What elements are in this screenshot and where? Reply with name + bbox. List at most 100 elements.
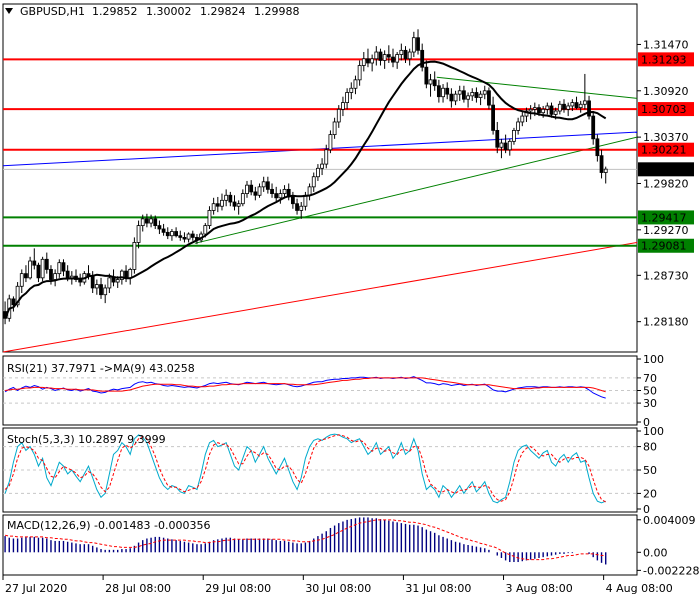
candle-body [65,270,70,279]
price-candle [587,95,591,120]
candle-body [453,93,458,102]
rsi-series-line [5,377,606,393]
price-candle [295,198,299,215]
price-candle [299,202,304,219]
candle-body [257,186,262,196]
stoch-title: Stoch(5,3,3) 10.2897 9.3999 [7,433,166,446]
price-candle [316,164,320,181]
time-axis-tick-label: 29 Jul 08:00 [205,582,271,595]
candle-body [278,193,283,199]
price-candle [395,52,400,69]
candle-body [403,49,408,60]
candle-body [224,194,229,201]
candle-body [499,142,504,148]
price-candle [332,117,337,139]
candle-body [457,90,462,95]
candle-body [115,279,120,283]
price-candle [370,54,375,72]
candle-body [295,203,299,211]
trend-line[interactable] [436,76,638,99]
candle-body [153,218,158,227]
price-candle [57,259,62,278]
candle-body [324,149,329,165]
price-chart-pane[interactable]: 1.28180 1.28730 1.29270 1.29820 1.30370 1.309… [2,3,694,353]
candle-body [549,105,554,115]
candle-body [420,49,425,68]
price-candle [274,186,279,203]
candle-body [370,58,375,64]
candle-body [470,92,475,97]
macd-indicator-pane[interactable]: 0.004009 0.00 -0.002228 [2,514,699,578]
price-candle [99,277,103,299]
price-candle [449,88,454,108]
candle-body [570,102,575,107]
price-candle [28,256,33,280]
price-candle [491,96,495,135]
candle-body [182,237,187,240]
candle-body [478,93,483,98]
rsi-title: RSI(21) 37.7971 ->MA(9) 43.0258 [7,362,195,375]
price-candle [424,60,429,89]
candle-body [357,65,362,81]
price-candle [215,196,220,213]
trend-line[interactable] [2,241,638,353]
stoch-axis-tick-label: 80 [643,441,657,454]
price-candle [549,102,554,118]
candle-body [349,87,354,93]
candle-body [562,103,566,110]
price-candle [495,121,500,154]
price-candle [257,183,262,198]
collapse-arrow-icon[interactable] [5,8,13,14]
candle-body [245,184,249,194]
price-candle [578,100,583,113]
price-candle [174,227,178,238]
candle-body [591,115,596,140]
price-axis-tick-label: 1.31470 [643,38,689,51]
price-candle [474,87,479,103]
price-candle [512,127,516,145]
candle-body [541,108,546,114]
price-candle [211,197,216,215]
candle-body [537,107,541,114]
candle-body [124,270,128,279]
price-axis-tick-label: 1.28180 [643,316,689,329]
price-candle [282,185,287,198]
candle-body [566,105,571,110]
trend-line[interactable] [194,136,638,244]
candle-body [320,163,324,169]
candle-body [170,231,174,237]
price-candle [466,92,470,108]
stoch-series-line [4,434,606,503]
candle-body [145,218,149,224]
stochastic-indicator-pane[interactable]: 0 20 50 80 100 [2,425,664,516]
candle-body [316,167,320,178]
price-candle [207,206,212,229]
stoch-axis-tick-label: 20 [643,487,657,500]
candle-body [462,90,466,100]
candle-body [19,273,24,287]
candle-body [449,93,454,102]
price-candle [582,73,587,110]
candle-body [366,58,370,64]
price-candle [566,102,571,117]
candle-body [416,37,420,51]
candle-body [411,37,416,53]
price-candle [261,176,266,192]
price-candle [507,138,512,156]
candle-body [487,90,491,106]
stoch-axis-tick-label: 100 [643,425,664,438]
candle-body [336,108,341,123]
price-axis-tick-label: 1.29270 [643,224,689,237]
candle-body [574,102,579,109]
price-candle [103,284,108,304]
level-price-box [638,52,694,67]
price-candle [178,230,183,241]
candle-body [265,181,270,190]
candle-body [236,203,241,207]
price-candle [94,279,99,295]
price-candle [220,193,224,211]
macd-axis-tick-label: -0.002228 [643,564,699,577]
price-candle [591,111,596,145]
